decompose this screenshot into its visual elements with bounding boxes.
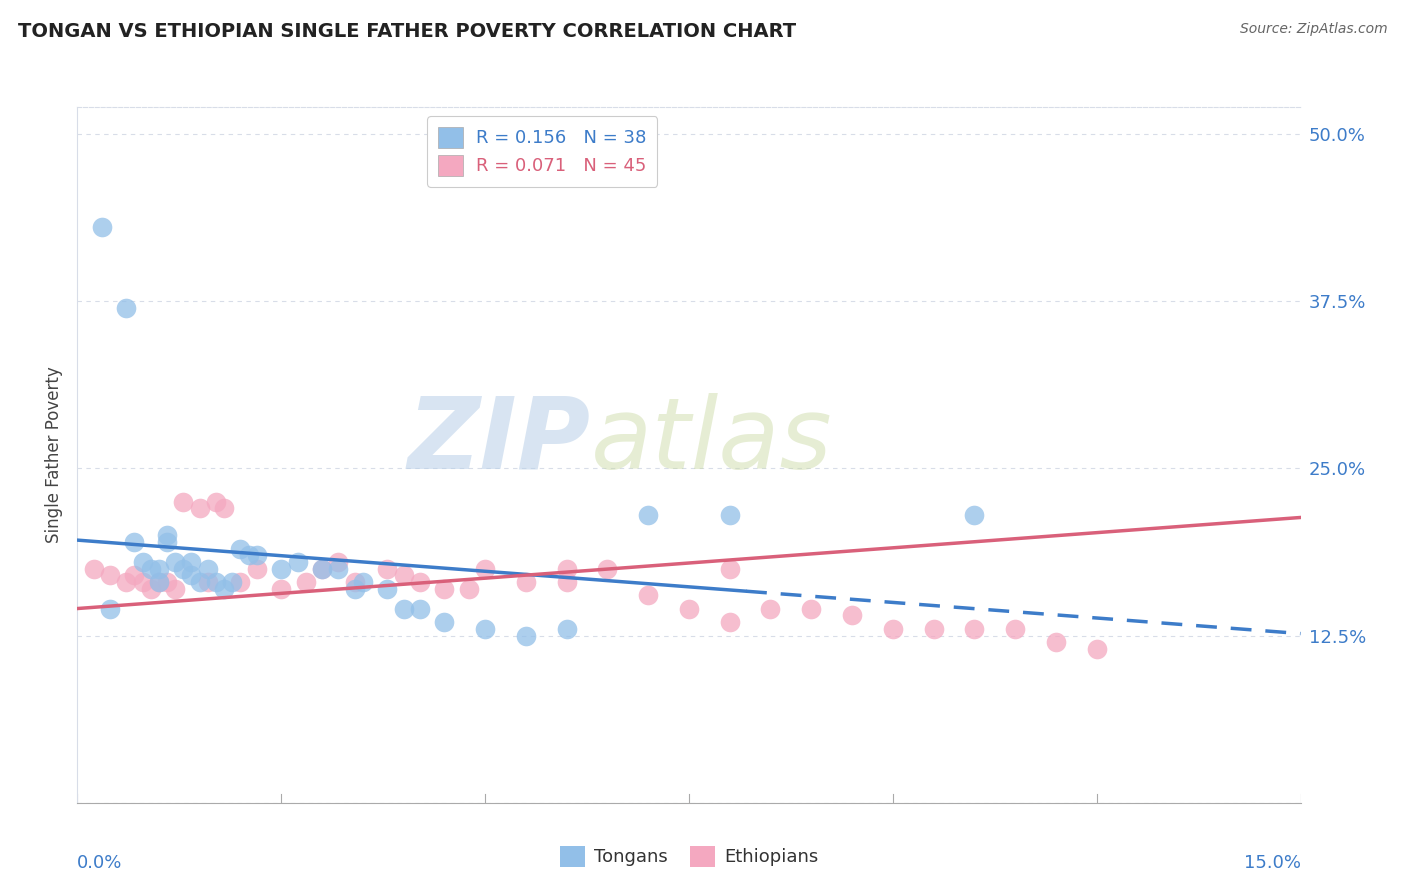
Point — [1085, 642, 1108, 657]
Point — [197, 562, 219, 576]
Point — [131, 555, 153, 569]
Point — [474, 562, 496, 576]
Point — [841, 608, 863, 623]
Point — [115, 575, 138, 590]
Point — [131, 575, 153, 590]
Point — [555, 575, 578, 590]
Point — [922, 622, 945, 636]
Point — [433, 615, 456, 630]
Point — [98, 568, 121, 582]
Point — [238, 548, 260, 563]
Text: Source: ZipAtlas.com: Source: ZipAtlas.com — [1240, 22, 1388, 37]
Point — [457, 582, 479, 596]
Point — [343, 582, 366, 596]
Text: atlas: atlas — [591, 392, 832, 490]
Point — [311, 562, 333, 576]
Point — [115, 301, 138, 315]
Point — [515, 628, 537, 642]
Point — [718, 562, 741, 576]
Point — [328, 555, 350, 569]
Point — [246, 548, 269, 563]
Point — [800, 602, 823, 616]
Point — [246, 562, 269, 576]
Point — [156, 528, 179, 542]
Point — [212, 501, 235, 516]
Point — [90, 220, 112, 235]
Text: 0.0%: 0.0% — [77, 854, 122, 871]
Point — [229, 541, 252, 556]
Point — [963, 508, 986, 523]
Point — [180, 568, 202, 582]
Point — [139, 562, 162, 576]
Point — [139, 582, 162, 596]
Point — [180, 555, 202, 569]
Point — [205, 494, 228, 508]
Point — [409, 575, 432, 590]
Point — [637, 589, 659, 603]
Point — [188, 501, 211, 516]
Point — [172, 494, 194, 508]
Point — [375, 562, 398, 576]
Point — [229, 575, 252, 590]
Point — [156, 575, 179, 590]
Point — [343, 575, 366, 590]
Point — [392, 602, 415, 616]
Point — [328, 562, 350, 576]
Point — [352, 575, 374, 590]
Point — [165, 555, 187, 569]
Point — [1045, 635, 1067, 649]
Point — [83, 562, 105, 576]
Point — [197, 575, 219, 590]
Point — [124, 535, 146, 549]
Point — [474, 622, 496, 636]
Point — [188, 575, 211, 590]
Text: TONGAN VS ETHIOPIAN SINGLE FATHER POVERTY CORRELATION CHART: TONGAN VS ETHIOPIAN SINGLE FATHER POVERT… — [18, 22, 796, 41]
Point — [759, 602, 782, 616]
Point — [433, 582, 456, 596]
Point — [270, 562, 292, 576]
Point — [148, 575, 170, 590]
Point — [392, 568, 415, 582]
Point — [678, 602, 700, 616]
Point — [409, 602, 432, 616]
Point — [882, 622, 904, 636]
Point — [555, 622, 578, 636]
Point — [98, 602, 121, 616]
Point — [212, 582, 235, 596]
Y-axis label: Single Father Poverty: Single Father Poverty — [45, 367, 63, 543]
Point — [596, 562, 619, 576]
Point — [124, 568, 146, 582]
Point — [165, 582, 187, 596]
Point — [205, 575, 228, 590]
Point — [515, 575, 537, 590]
Point — [963, 622, 986, 636]
Text: ZIP: ZIP — [408, 392, 591, 490]
Point — [148, 562, 170, 576]
Point — [294, 575, 316, 590]
Point — [637, 508, 659, 523]
Point — [221, 575, 243, 590]
Point — [311, 562, 333, 576]
Point — [555, 562, 578, 576]
Point — [287, 555, 309, 569]
Point — [718, 615, 741, 630]
Point — [270, 582, 292, 596]
Text: 15.0%: 15.0% — [1243, 854, 1301, 871]
Point — [172, 562, 194, 576]
Point — [1004, 622, 1026, 636]
Point — [718, 508, 741, 523]
Point — [156, 535, 179, 549]
Legend: Tongans, Ethiopians: Tongans, Ethiopians — [553, 838, 825, 874]
Point — [148, 575, 170, 590]
Point — [375, 582, 398, 596]
